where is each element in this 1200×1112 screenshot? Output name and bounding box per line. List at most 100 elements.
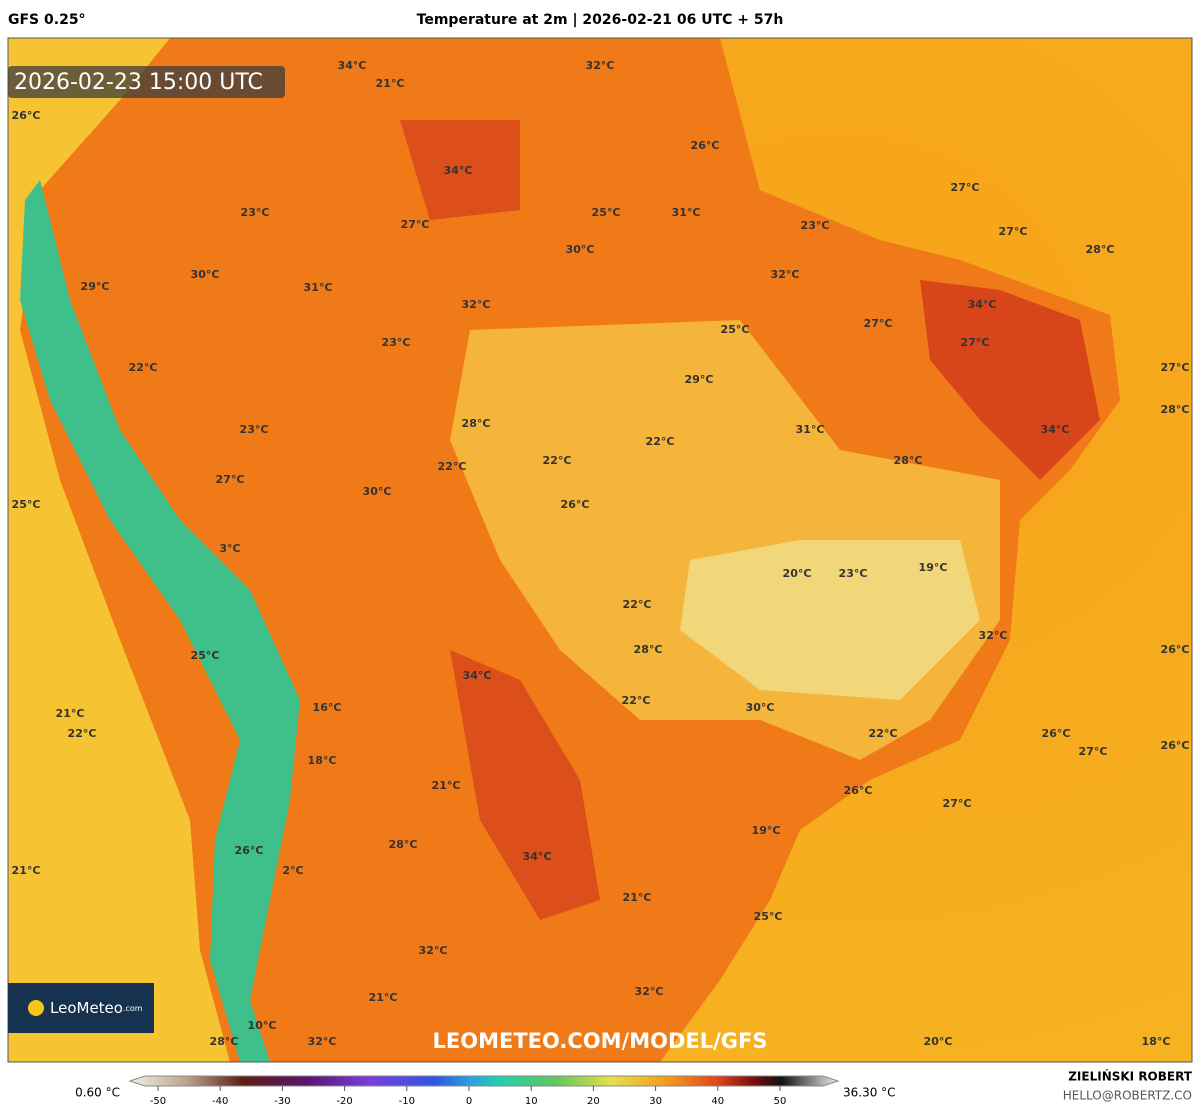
temperature-label: 34°C: [338, 59, 367, 72]
temperature-label: 26°C: [1161, 739, 1190, 752]
temperature-label: 25°C: [592, 206, 621, 219]
temperature-label: 10°C: [248, 1019, 277, 1032]
temperature-label: 19°C: [752, 824, 781, 837]
colorbar-tick-label: -30: [274, 1096, 290, 1107]
temperature-label: 32°C: [462, 298, 491, 311]
temperature-label: 22°C: [623, 598, 652, 611]
temperature-label: 27°C: [999, 225, 1028, 238]
colorbar-tick-label: 40: [711, 1096, 724, 1107]
temperature-label: 26°C: [235, 844, 264, 857]
temperature-label: 2°C: [282, 864, 303, 877]
colorbar-ticks: -50 -40 -30 -20 -10 0 10 20 30 40 50: [150, 1086, 786, 1107]
temperature-label: 18°C: [308, 754, 337, 767]
temperature-label: 22°C: [438, 460, 467, 473]
model-name: GFS 0.25°: [8, 12, 86, 28]
temperature-label: 30°C: [566, 243, 595, 256]
map: 34°C 32°C 21°C 26°C 26°C 34°C 27°C 23°C 27°C 25°C…: [7, 37, 1193, 1063]
temperature-label: 23°C: [839, 567, 868, 580]
temperature-label: 25°C: [754, 910, 783, 923]
temperature-label: 34°C: [463, 669, 492, 682]
temperature-label: 28°C: [210, 1035, 239, 1048]
temperature-label: 22°C: [129, 361, 158, 374]
temperature-label: 28°C: [634, 643, 663, 656]
watermark: LEOMETEO.COM/MODEL/GFS: [433, 1029, 768, 1053]
colorbar-tick-label: 10: [525, 1096, 538, 1107]
temperature-label: 3°C: [219, 542, 240, 555]
title: Temperature at 2m | 2026-02-21 06 UTC + …: [417, 12, 784, 28]
map-frame: [7, 37, 1193, 1063]
temperature-label: 27°C: [1161, 361, 1190, 374]
temperature-label: 34°C: [444, 164, 473, 177]
colorbar: 0.60 °C 36.30 °C -50 -40 -30 -20 -10 0 10 20 30 4…: [75, 1075, 896, 1107]
temperature-label: 28°C: [1161, 403, 1190, 416]
temperature-label: 27°C: [943, 797, 972, 810]
temperature-label: 30°C: [746, 701, 775, 714]
temperature-label: 23°C: [801, 219, 830, 232]
temperature-label: 32°C: [979, 629, 1008, 642]
timestamp-box: [8, 66, 285, 98]
temperature-label: 29°C: [81, 280, 110, 293]
hot-amazon: [400, 120, 520, 220]
temperature-labels: 34°C 32°C 21°C 26°C 26°C 34°C 27°C 23°C 27°C 25°C…: [12, 59, 1190, 1048]
colorbar-tick-label: -50: [150, 1096, 166, 1107]
colorbar-bar: [128, 1075, 840, 1087]
temperature-label: 31°C: [796, 423, 825, 436]
temperature-label: 28°C: [894, 454, 923, 467]
temperature-label: 27°C: [951, 181, 980, 194]
temperature-label: 21°C: [369, 991, 398, 1004]
temperature-label: 22°C: [869, 727, 898, 740]
temperature-label: 29°C: [685, 373, 714, 386]
colorbar-max: 36.30 °C: [843, 1086, 896, 1100]
temperature-label: 32°C: [771, 268, 800, 281]
temperature-label: 28°C: [1086, 243, 1115, 256]
temperature-label: 19°C: [919, 561, 948, 574]
temperature-label: 22°C: [646, 435, 675, 448]
temperature-label: 32°C: [635, 985, 664, 998]
temperature-label: 22°C: [68, 727, 97, 740]
temperature-label: 18°C: [1142, 1035, 1171, 1048]
email: HELLO@ROBERTZ.CO: [1063, 1089, 1192, 1103]
colorbar-min: 0.60 °C: [75, 1086, 120, 1100]
colorbar-tick-label: 30: [649, 1096, 662, 1107]
temperature-label: 30°C: [363, 485, 392, 498]
temperature-label: 34°C: [968, 298, 997, 311]
logo-sun: [28, 1000, 44, 1016]
colorbar-tick-label: -20: [336, 1096, 352, 1107]
temperature-label: 34°C: [523, 850, 552, 863]
temperature-label: 21°C: [376, 77, 405, 90]
temperature-label: 20°C: [924, 1035, 953, 1048]
temperature-label: 21°C: [623, 891, 652, 904]
temperature-label: 27°C: [401, 218, 430, 231]
temperature-label: 25°C: [191, 649, 220, 662]
temperature-label: 21°C: [432, 779, 461, 792]
hot-chaco: [450, 650, 600, 920]
temperature-label: 21°C: [12, 864, 41, 877]
temperature-label: 22°C: [622, 694, 651, 707]
temperature-label: 32°C: [419, 944, 448, 957]
temperature-label: 34°C: [1041, 423, 1070, 436]
temperature-label: 30°C: [191, 268, 220, 281]
colorbar-tick-label: -10: [399, 1096, 415, 1107]
temperature-label: 31°C: [672, 206, 701, 219]
colorbar-tick-label: 0: [466, 1096, 472, 1107]
temperature-label: 26°C: [12, 109, 41, 122]
temperature-label: 28°C: [389, 838, 418, 851]
temperature-label: 25°C: [12, 498, 41, 511]
pacific: [8, 38, 230, 1062]
temperature-label: 23°C: [240, 423, 269, 436]
temperature-label: 31°C: [304, 281, 333, 294]
temperature-label: 27°C: [864, 317, 893, 330]
temperature-label: 27°C: [1079, 745, 1108, 758]
colorbar-tick-label: 20: [587, 1096, 600, 1107]
andes: [20, 180, 300, 1062]
author: ZIELIŃSKI ROBERT: [1068, 1069, 1193, 1084]
temperature-label: 26°C: [1161, 643, 1190, 656]
temperature-label: 22°C: [543, 454, 572, 467]
temperature-label: 26°C: [1042, 727, 1071, 740]
temperature-label: 20°C: [783, 567, 812, 580]
temperature-label: 26°C: [691, 139, 720, 152]
colorbar-tick-label: -40: [212, 1096, 228, 1107]
temperature-label: 26°C: [561, 498, 590, 511]
